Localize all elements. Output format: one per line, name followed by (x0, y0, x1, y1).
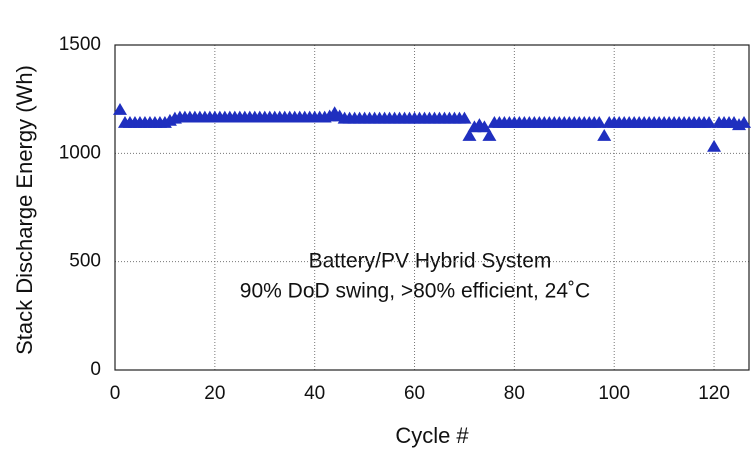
annotation: Battery/PV Hybrid System (309, 250, 552, 273)
x-tick-label: 20 (204, 383, 225, 404)
x-tick-label: 100 (598, 383, 630, 404)
marker (597, 129, 612, 141)
marker (702, 116, 717, 128)
x-tick-label: 80 (504, 383, 525, 404)
y-axis-title: Stack Discharge Energy (Wh) (12, 65, 37, 355)
y-tick-label: 1000 (59, 142, 101, 163)
marker (737, 116, 751, 128)
y-tick-label: 0 (90, 359, 101, 380)
marker (112, 103, 127, 115)
x-tick-label: 40 (304, 383, 325, 404)
marker (457, 111, 472, 124)
x-tick-label: 120 (698, 383, 730, 404)
x-tick-label: 0 (110, 383, 121, 404)
marker (482, 129, 497, 141)
marker (707, 139, 722, 152)
y-tick-label: 500 (69, 251, 101, 272)
marker (462, 129, 477, 141)
marker (592, 116, 607, 128)
plot-frame (114, 44, 750, 371)
x-axis-title: Cycle # (395, 423, 469, 448)
y-tick-label: 1500 (59, 34, 101, 55)
x-tick-label: 60 (404, 383, 425, 404)
marker (477, 120, 492, 133)
